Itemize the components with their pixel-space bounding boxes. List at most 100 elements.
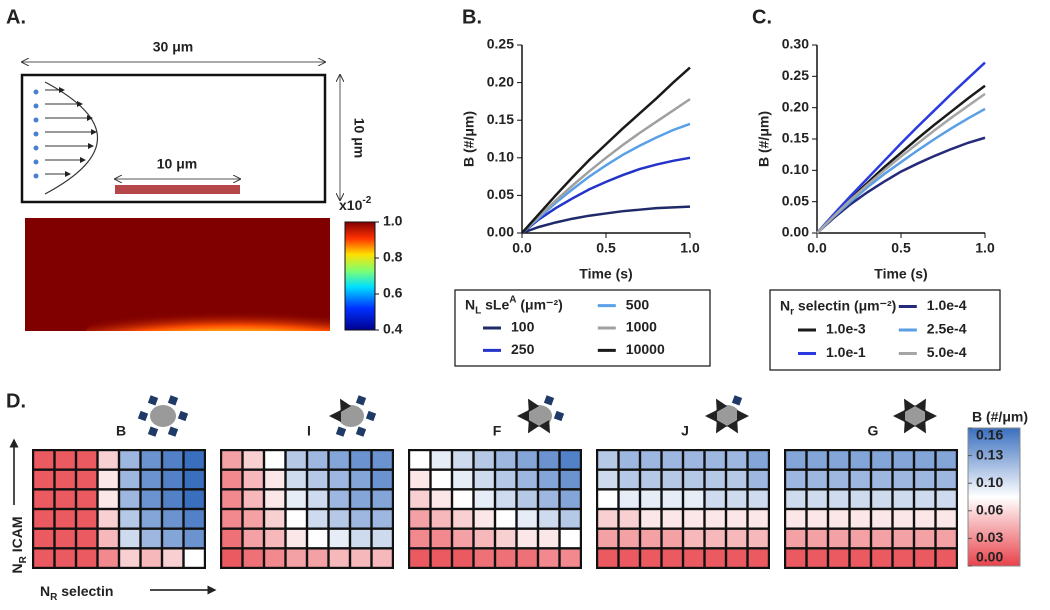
heatmap-cell bbox=[829, 470, 849, 489]
heatmap-cell bbox=[915, 451, 935, 469]
x-tick-label: 0.5 bbox=[891, 240, 911, 256]
heatmap-cell bbox=[705, 510, 725, 528]
colorbar-tick-label: 0.13 bbox=[976, 446, 1003, 462]
heatmap-cell bbox=[727, 529, 747, 548]
legend-title-part: selectin bbox=[794, 297, 850, 313]
icam-site bbox=[914, 398, 926, 413]
heatmap-cell bbox=[222, 490, 242, 508]
heatmap-cell bbox=[286, 529, 306, 548]
selectin-site bbox=[167, 426, 179, 437]
colorbar-tick-label: 0.00 bbox=[976, 549, 1003, 565]
heatmap-cell bbox=[598, 529, 618, 548]
heatmap-cell bbox=[662, 549, 682, 567]
icam-site bbox=[914, 419, 926, 434]
heatmap-cell bbox=[222, 451, 242, 469]
y-axis-label: B (#/μm) bbox=[756, 111, 772, 167]
heatmap-cell bbox=[936, 529, 956, 548]
heatmap-cell bbox=[120, 549, 140, 567]
heatmap-cell bbox=[77, 451, 97, 469]
legend-title-part: N bbox=[780, 297, 790, 313]
series-line bbox=[816, 136, 986, 234]
x-axis-label-part: R bbox=[50, 592, 58, 603]
heatmap-cell bbox=[619, 451, 639, 469]
heatmap-cell bbox=[34, 451, 54, 469]
heatmap-cell bbox=[727, 470, 747, 489]
heatmap-cell bbox=[98, 529, 118, 548]
heatmap-cell bbox=[351, 529, 371, 548]
y-tick-label: 0.20 bbox=[487, 73, 514, 89]
heatmap-cell bbox=[329, 549, 349, 567]
channel-diagram: 30 μm 10 μm 10 μm bbox=[20, 39, 367, 204]
series-line bbox=[521, 156, 691, 234]
colorbar-tick-label: 0.8 bbox=[383, 249, 403, 265]
heatmap-cell bbox=[141, 470, 161, 489]
heatmap-cell bbox=[431, 510, 451, 528]
heatmap-cell bbox=[517, 510, 537, 528]
heatmap-cell bbox=[786, 451, 806, 469]
heatmap-cell bbox=[829, 490, 849, 508]
heatmap-cell bbox=[560, 510, 580, 528]
heatmap-cell bbox=[243, 529, 263, 548]
y-axis-label: B (#/μm) bbox=[461, 111, 477, 167]
heatmap-cell bbox=[807, 510, 827, 528]
heatmap-cell bbox=[829, 529, 849, 548]
heatmap-cell bbox=[786, 510, 806, 528]
heatmap-cell bbox=[705, 549, 725, 567]
panel-sublabel: F bbox=[493, 423, 502, 439]
heatmap-cell bbox=[560, 451, 580, 469]
heatmap-cell bbox=[184, 549, 204, 567]
heatmap-cell bbox=[539, 510, 559, 528]
series-line bbox=[521, 122, 691, 234]
heatmap-cell bbox=[662, 470, 682, 489]
heatmap-cell bbox=[915, 529, 935, 548]
y-tick-label: 0.30 bbox=[782, 36, 809, 52]
heatmap-cell bbox=[34, 490, 54, 508]
colorbar-tick-label: 0.06 bbox=[976, 502, 1003, 518]
heatmap-cell bbox=[431, 451, 451, 469]
icam-site bbox=[340, 398, 352, 413]
y-axis-label: NR ICAM bbox=[9, 516, 29, 573]
selectin-site bbox=[553, 410, 565, 422]
legend-title-part: (μm⁻²) bbox=[850, 297, 896, 313]
heatmap-cell bbox=[598, 470, 618, 489]
heatmap-cell bbox=[641, 490, 661, 508]
x-axis-label-part: selectin bbox=[57, 583, 113, 599]
heatmap-cell bbox=[598, 510, 618, 528]
heatmap-cell bbox=[55, 510, 75, 528]
heatmap-cell bbox=[265, 549, 285, 567]
heatmap-cell bbox=[748, 470, 768, 489]
heatmap-cell bbox=[936, 451, 956, 469]
heatmap-cell bbox=[727, 549, 747, 567]
heatmap-cell bbox=[662, 510, 682, 528]
y-tick-label: 0.00 bbox=[782, 224, 809, 240]
heatmap-cell bbox=[517, 490, 537, 508]
heatmap-cell bbox=[517, 451, 537, 469]
heatmap-cell bbox=[641, 510, 661, 528]
grid-frame bbox=[596, 449, 770, 569]
heatmap-cell bbox=[807, 490, 827, 508]
heatmap-cell bbox=[807, 470, 827, 489]
heatmap-cell bbox=[598, 549, 618, 567]
heatmap-cell bbox=[286, 490, 306, 508]
heatmap-cell bbox=[120, 470, 140, 489]
heatmap-cell bbox=[872, 549, 892, 567]
x-tick-label: 1.0 bbox=[680, 240, 700, 256]
heatmap-cell bbox=[120, 490, 140, 508]
heatmap-cell bbox=[496, 451, 516, 469]
heatmap-cell bbox=[184, 529, 204, 548]
x-axis-label: Time (s) bbox=[579, 266, 632, 282]
icam-site bbox=[528, 398, 540, 413]
heatmap-cell bbox=[410, 529, 430, 548]
heatmap-cell bbox=[351, 470, 371, 489]
y-tick-label: 0.15 bbox=[782, 130, 809, 146]
heatmap-cell bbox=[872, 490, 892, 508]
legend-title-part: N bbox=[465, 296, 475, 312]
heatmap-cell bbox=[308, 510, 328, 528]
heatmap-cell bbox=[893, 451, 913, 469]
heatmap-cell bbox=[163, 529, 183, 548]
heatmap-cell bbox=[55, 470, 75, 489]
heatmap-cell bbox=[893, 490, 913, 508]
particle-icon bbox=[902, 405, 928, 427]
heatmap-cell bbox=[329, 529, 349, 548]
